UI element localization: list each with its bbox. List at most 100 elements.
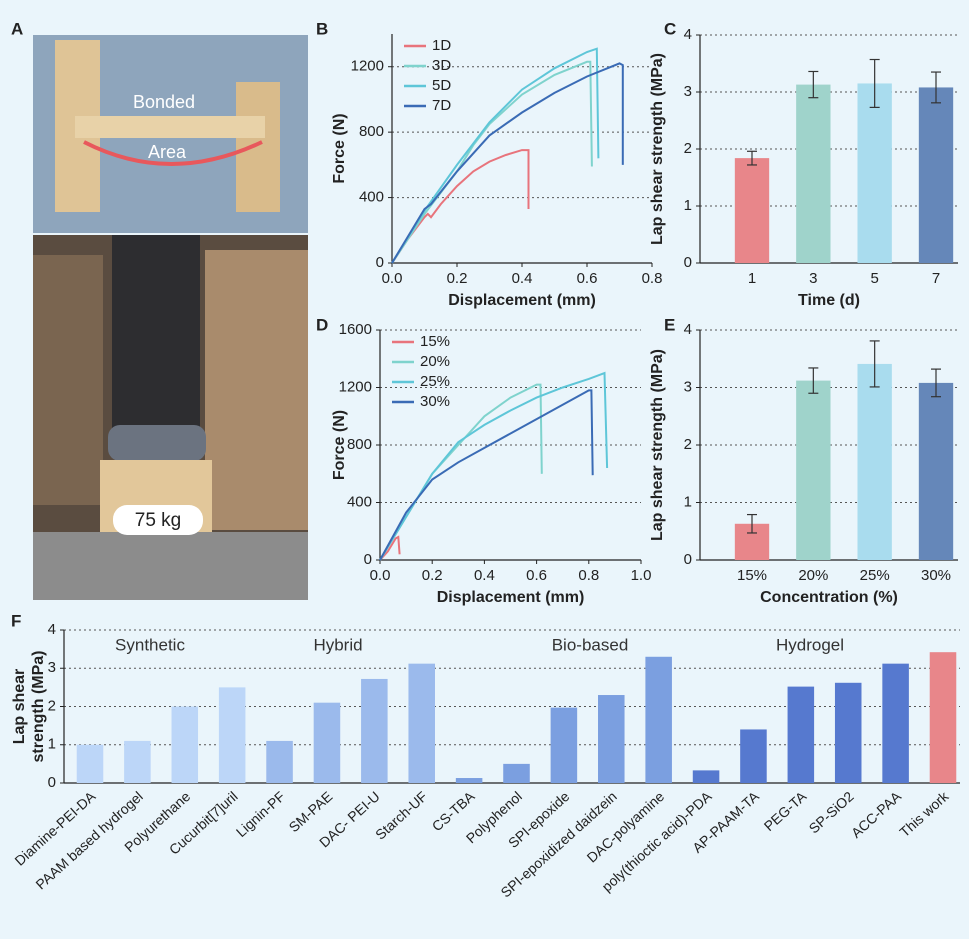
wood-block xyxy=(236,82,280,212)
x-tick-label: 30% xyxy=(921,567,951,584)
x-tick-label: 0.0 xyxy=(370,567,391,584)
wood-bar xyxy=(75,116,265,138)
x-axis-label: Displacement (mm) xyxy=(448,292,596,309)
panel-letter: D xyxy=(316,315,328,334)
legend-label: 30% xyxy=(420,393,450,410)
y-tick-label: 0 xyxy=(684,551,692,568)
legs xyxy=(112,235,200,435)
y-tick-label: 0 xyxy=(48,774,56,791)
photo-label: 75 kg xyxy=(135,510,181,531)
y-tick-label: 3 xyxy=(684,83,692,100)
bar xyxy=(796,85,830,263)
bar xyxy=(645,657,672,783)
legend-label: 7D xyxy=(432,97,451,114)
bar xyxy=(361,679,388,783)
group-label: Synthetic xyxy=(115,635,185,654)
panel-letter: B xyxy=(316,19,328,38)
y-axis-label: Lap shear strength (MPa) xyxy=(649,53,666,245)
legend-label: 15% xyxy=(420,333,450,350)
y-tick-label: 1200 xyxy=(351,58,384,75)
x-tick-label: 20% xyxy=(798,567,828,584)
x-tick-label: 0.4 xyxy=(512,270,533,287)
x-tick-label: 0.2 xyxy=(422,567,443,584)
bar xyxy=(882,664,909,783)
y-tick-label: 4 xyxy=(684,26,692,43)
bar xyxy=(857,83,891,263)
bar xyxy=(835,683,862,783)
x-tick-label: 0.8 xyxy=(642,270,663,287)
y-tick-label: 800 xyxy=(347,436,372,453)
y-tick-label: 0 xyxy=(376,254,384,271)
y-tick-label: 0 xyxy=(684,254,692,271)
bar xyxy=(930,652,957,783)
y-tick-label: 2 xyxy=(684,436,692,453)
legend-label: 20% xyxy=(420,353,450,370)
shoes xyxy=(108,425,206,461)
x-tick-label: 5 xyxy=(870,270,878,287)
y-tick-label: 400 xyxy=(359,189,384,206)
y-axis-label: Lap shear xyxy=(11,669,28,745)
bar xyxy=(266,741,293,783)
bar xyxy=(77,745,104,783)
x-tick-label: 0.6 xyxy=(526,567,547,584)
x-tick-label: 1.0 xyxy=(631,567,652,584)
bar xyxy=(735,158,769,263)
y-tick-label: 4 xyxy=(48,621,56,638)
photo-label: Bonded xyxy=(133,92,195,112)
bar xyxy=(172,707,199,784)
x-axis-label: Time (d) xyxy=(798,292,860,309)
y-tick-label: 3 xyxy=(684,378,692,395)
legend-label: 25% xyxy=(420,373,450,390)
photo-label: Area xyxy=(148,142,187,162)
bar xyxy=(551,708,578,783)
legend-label: 1D xyxy=(432,37,451,54)
bar xyxy=(503,764,530,783)
x-tick-label: 7 xyxy=(932,270,940,287)
x-tick-label: 0.6 xyxy=(577,270,598,287)
photo-panel: Bonded Area 75 kg A xyxy=(11,19,308,600)
group-label: Hybrid xyxy=(313,635,362,654)
y-axis-label: Lap shear strength (MPa) xyxy=(649,349,666,541)
y-tick-label: 2 xyxy=(684,140,692,157)
building xyxy=(33,255,103,505)
group-label: Bio-based xyxy=(552,635,629,654)
y-axis-label: Force (N) xyxy=(331,410,348,480)
y-tick-label: 1 xyxy=(684,493,692,510)
bar xyxy=(598,695,625,783)
y-tick-label: 1 xyxy=(684,197,692,214)
bar xyxy=(796,381,830,560)
x-tick-label: 3 xyxy=(809,270,817,287)
y-tick-label: 4 xyxy=(684,321,692,338)
x-tick-label: 0.4 xyxy=(474,567,495,584)
y-tick-label: 1200 xyxy=(339,378,372,395)
figure: Bonded Area 75 kg A B04008001200Force (N… xyxy=(0,0,969,939)
x-tick-label: 1 xyxy=(748,270,756,287)
bar xyxy=(456,778,483,783)
bar xyxy=(408,664,435,783)
panel-letter: F xyxy=(11,611,21,630)
x-tick-label: 15% xyxy=(737,567,767,584)
y-tick-label: 0 xyxy=(364,551,372,568)
bar xyxy=(740,729,767,783)
x-axis-label: Concentration (%) xyxy=(760,589,898,606)
y-axis-label: strength (MPa) xyxy=(30,651,47,763)
building xyxy=(205,250,308,530)
legend-label: 5D xyxy=(432,77,451,94)
floor xyxy=(33,532,308,600)
y-tick-label: 1 xyxy=(48,736,56,753)
x-tick-label: 0.0 xyxy=(382,270,403,287)
bar xyxy=(314,703,341,783)
y-tick-label: 1600 xyxy=(339,321,372,338)
bar xyxy=(919,383,953,560)
bar xyxy=(788,687,815,783)
y-tick-label: 2 xyxy=(48,697,56,714)
bar xyxy=(219,687,246,783)
x-tick-label: 0.8 xyxy=(578,567,599,584)
panel-letter: A xyxy=(11,19,23,38)
y-axis-label: Force (N) xyxy=(331,113,348,183)
x-tick-label: 0.2 xyxy=(447,270,468,287)
y-tick-label: 400 xyxy=(347,493,372,510)
legend-label: 3D xyxy=(432,57,451,74)
panel-letter: E xyxy=(664,315,675,334)
bar xyxy=(919,87,953,263)
